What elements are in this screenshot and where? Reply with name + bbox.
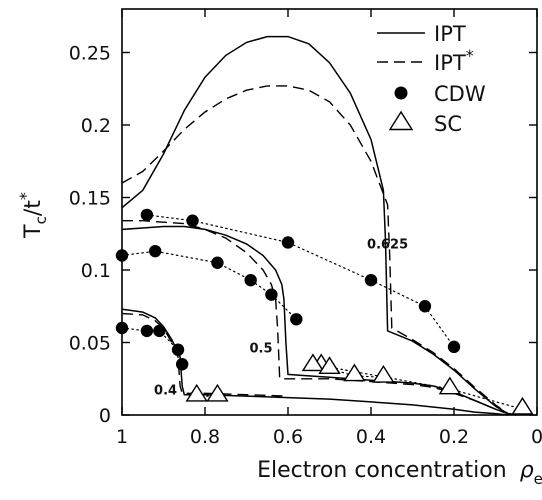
y-tick-label: 0.2 xyxy=(81,115,111,137)
legend-label: IPT xyxy=(434,22,466,46)
series-ipt-0-4 xyxy=(121,312,289,397)
x-axis-title-symbol: ρ xyxy=(520,458,534,483)
series-ipt-0-5 xyxy=(122,220,517,416)
series-cdw-0-625-guide xyxy=(146,214,455,348)
series-ipt-0-625 xyxy=(121,85,517,416)
cdw-point xyxy=(115,321,129,335)
x-axis-title-subscript: e xyxy=(534,470,542,488)
series-ipt-0-625 xyxy=(121,35,517,416)
sc-point xyxy=(438,376,462,395)
cdw-point xyxy=(186,214,199,227)
cdw-point xyxy=(211,256,224,269)
y-tick-label: 0.25 xyxy=(69,43,111,65)
sc-point xyxy=(206,383,229,402)
y-axis-title-slash: /t xyxy=(21,200,46,216)
plot-area xyxy=(115,8,538,416)
x-tick-label: 0.4 xyxy=(356,426,386,448)
cdw-point xyxy=(175,358,189,371)
y-axis-title-subscript: c xyxy=(32,216,50,224)
sc-point xyxy=(343,363,366,382)
sc-point xyxy=(185,383,208,402)
curve-label: 0.5 xyxy=(250,342,273,357)
y-tick-label: 0.05 xyxy=(69,333,111,355)
cdw-point xyxy=(171,343,185,356)
cdw-point xyxy=(418,300,432,313)
y-tick-label: 0 xyxy=(99,405,111,427)
y-axis-title-superscript: * xyxy=(16,192,35,200)
legend-label: SC xyxy=(434,112,462,136)
y-tick-label: 0.15 xyxy=(69,188,111,210)
cdw-point xyxy=(447,340,461,354)
legend-label: CDW xyxy=(434,82,486,106)
cdw-point xyxy=(265,288,278,301)
x-axis-title: Electron concentration ρe xyxy=(257,458,542,488)
legend-label: IPT* xyxy=(434,46,474,75)
marker-layer xyxy=(115,208,534,415)
x-tick-label: 1 xyxy=(116,426,128,448)
series-cdw-0-5-guide xyxy=(121,250,297,320)
sc-point xyxy=(388,110,414,131)
x-tick-label: 0.8 xyxy=(190,426,220,448)
x-tick-label: 0.2 xyxy=(439,426,469,448)
cdw-point xyxy=(364,273,378,287)
series-ipt-0-4 xyxy=(121,308,508,416)
cdw-point xyxy=(244,273,257,287)
plot-frame xyxy=(121,8,538,416)
cdw-point xyxy=(140,324,154,338)
y-tick-label: 0.1 xyxy=(81,260,111,282)
sc-point xyxy=(318,356,341,375)
x-tick-label: 0.6 xyxy=(273,426,303,448)
legend-swatch-cdw xyxy=(394,86,408,100)
curve-label: 0.625 xyxy=(367,237,408,252)
y-axis-title: Tc/t* xyxy=(16,192,50,239)
cdw-point xyxy=(290,313,303,326)
curve-label: 0.4 xyxy=(154,384,177,399)
y-axis-title-main: T xyxy=(21,224,46,239)
sc-point xyxy=(372,364,395,383)
cdw-point xyxy=(149,244,162,258)
series-ipt-0-5 xyxy=(121,225,517,416)
series-cdw-0-4-guide xyxy=(121,327,183,365)
cdw-point xyxy=(115,249,129,262)
x-tick-label: 0 xyxy=(531,426,542,448)
series-sc-0-5-guide xyxy=(312,365,384,378)
ticks-layer: 1 0.8 0.6 0.4 0.2 0 0 0.05 0.1 0.15 0.2 0.25 xyxy=(69,9,542,448)
cdw-point xyxy=(281,236,295,249)
cdw-point xyxy=(140,208,154,222)
sc-point xyxy=(511,396,534,415)
annotations: 0.625 0.5 0.4 xyxy=(154,237,408,398)
sc-point xyxy=(301,353,325,372)
cdw-point xyxy=(153,324,166,338)
x-axis-title-text: Electron concentration xyxy=(257,458,507,483)
